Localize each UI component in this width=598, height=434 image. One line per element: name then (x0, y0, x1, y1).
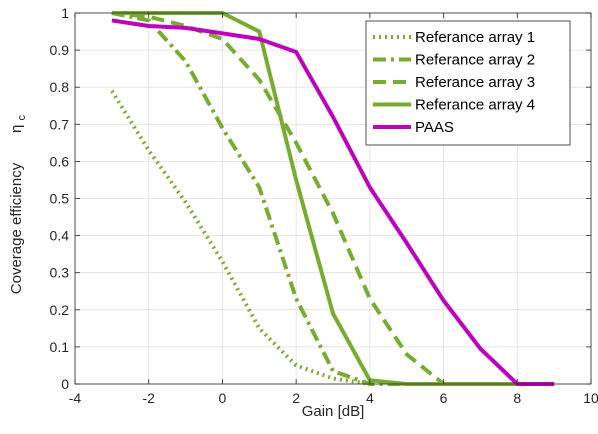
y-tick-label: 0.9 (50, 42, 70, 58)
x-tick-label: 6 (440, 390, 448, 406)
y-tick-label: 0.7 (50, 116, 70, 132)
y-tick-label: 0.5 (50, 191, 70, 207)
x-tick-label: 8 (513, 390, 521, 406)
legend-label-5: PAAS (415, 119, 454, 136)
y-tick-label: 0 (61, 376, 69, 392)
legend-label-4: Referance array 4 (415, 97, 535, 114)
y-axis-label: Coverage efficiency (8, 162, 25, 294)
y-tick-label: 0.2 (50, 302, 70, 318)
y-tick-label: 0.4 (50, 228, 70, 244)
y-axis-symbol: η c (8, 114, 28, 133)
x-tick-label: -4 (69, 390, 82, 406)
x-tick-label: 0 (219, 390, 227, 406)
x-tick-label: 10 (583, 390, 598, 406)
y-tick-label: 1 (61, 5, 69, 21)
y-tick-label: 0.1 (50, 339, 70, 355)
y-tick-label: 0.8 (50, 79, 70, 95)
legend: Referance array 1 Referance array 2 Refera… (365, 20, 571, 146)
x-tick-label: -2 (142, 390, 155, 406)
y-tick-label: 0.6 (50, 153, 70, 169)
legend-label-1: Referance array 1 (415, 29, 535, 46)
y-axis-symbol-main: η (8, 125, 25, 133)
y-axis-symbol-subscript: c (16, 114, 28, 120)
x-tick-label: 4 (366, 390, 374, 406)
y-tick-label: 0.3 (50, 265, 70, 281)
series-line-1 (110, 89, 371, 386)
legend-label-2: Referance array 2 (415, 52, 535, 69)
axis-ticks: -4 -2 0 2 4 6 8 10 0 0.1 0.2 0.3 0.4 0.5 0.6 0.7 0.8 0.9 1 (50, 5, 598, 406)
x-axis-label: Gain [dB] (302, 403, 365, 420)
x-tick-label: 2 (292, 390, 300, 406)
series-line-5 (111, 18, 555, 386)
legend-label-3: Referance array 3 (415, 74, 535, 91)
